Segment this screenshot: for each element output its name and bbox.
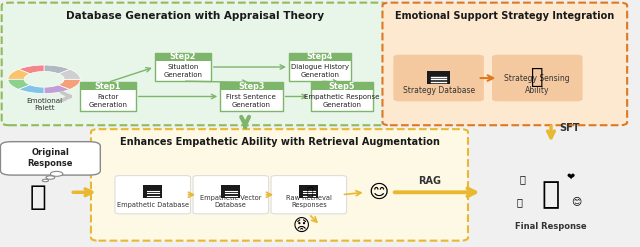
Text: Empathetic Database: Empathetic Database — [116, 202, 189, 208]
Text: Step1: Step1 — [95, 82, 121, 91]
Text: Step5: Step5 — [329, 82, 355, 91]
Text: 😊: 😊 — [368, 183, 388, 202]
FancyBboxPatch shape — [1, 142, 100, 175]
Text: 🔍: 🔍 — [307, 186, 314, 197]
Text: RAG: RAG — [418, 176, 441, 186]
Text: 😊: 😊 — [571, 197, 581, 206]
FancyBboxPatch shape — [271, 176, 347, 214]
Text: 😟: 😟 — [292, 216, 310, 234]
Wedge shape — [8, 79, 30, 89]
FancyBboxPatch shape — [220, 82, 283, 111]
Text: Emotional
Palett: Emotional Palett — [26, 98, 62, 111]
Text: Enhances Empathetic Ability with Retrieval Augmentation: Enhances Empathetic Ability with Retriev… — [120, 138, 440, 147]
Text: 💙: 💙 — [517, 197, 523, 207]
Wedge shape — [8, 69, 30, 79]
Text: Situation
Generation: Situation Generation — [163, 64, 202, 78]
Text: Emotional Support Strategy Integration: Emotional Support Strategy Integration — [395, 11, 614, 21]
FancyBboxPatch shape — [80, 82, 136, 90]
Text: Step2: Step2 — [170, 52, 196, 61]
FancyBboxPatch shape — [289, 53, 351, 81]
FancyBboxPatch shape — [2, 3, 388, 125]
Wedge shape — [58, 69, 81, 79]
Text: Factor
Generation: Factor Generation — [88, 94, 127, 108]
Circle shape — [51, 171, 63, 176]
FancyBboxPatch shape — [220, 82, 283, 90]
Text: Database Generation with Appraisal Theory: Database Generation with Appraisal Theor… — [66, 11, 324, 21]
Text: 🔵: 🔵 — [520, 174, 526, 184]
Wedge shape — [19, 85, 44, 94]
FancyBboxPatch shape — [310, 82, 373, 90]
FancyBboxPatch shape — [492, 55, 582, 102]
FancyBboxPatch shape — [394, 55, 484, 102]
FancyBboxPatch shape — [310, 82, 373, 111]
Text: SFT: SFT — [559, 124, 580, 133]
FancyBboxPatch shape — [143, 185, 162, 198]
FancyBboxPatch shape — [193, 176, 269, 214]
Wedge shape — [19, 65, 44, 74]
FancyBboxPatch shape — [155, 53, 211, 61]
Text: 🤖: 🤖 — [29, 183, 46, 211]
Text: Dialogue History
Generation: Dialogue History Generation — [291, 64, 349, 78]
Text: Step4: Step4 — [307, 52, 333, 61]
Text: Empathetic Response
Generation: Empathetic Response Generation — [304, 94, 380, 108]
Text: 🎓: 🎓 — [531, 67, 543, 87]
Wedge shape — [58, 79, 81, 89]
Text: 💡: 💡 — [542, 180, 560, 209]
FancyBboxPatch shape — [428, 71, 450, 84]
Circle shape — [46, 176, 55, 179]
FancyBboxPatch shape — [80, 82, 136, 111]
FancyBboxPatch shape — [221, 185, 240, 198]
Text: Empathetic Vector
Database: Empathetic Vector Database — [200, 195, 262, 208]
Text: Raw Retrieval
Responses: Raw Retrieval Responses — [286, 195, 332, 208]
FancyBboxPatch shape — [91, 129, 468, 241]
Text: Strategy Database: Strategy Database — [403, 85, 475, 95]
Text: Step3: Step3 — [238, 82, 264, 91]
FancyBboxPatch shape — [383, 3, 627, 125]
Text: Strategy Sensing
Ability: Strategy Sensing Ability — [504, 74, 570, 95]
Wedge shape — [44, 65, 70, 74]
Text: First Sentence
Generation: First Sentence Generation — [227, 94, 276, 108]
FancyBboxPatch shape — [300, 185, 318, 198]
Text: ❤️: ❤️ — [567, 172, 575, 182]
Circle shape — [42, 179, 49, 182]
Wedge shape — [44, 85, 70, 94]
FancyBboxPatch shape — [155, 53, 211, 81]
Text: Original
Response: Original Response — [28, 148, 73, 168]
Text: Final Response: Final Response — [515, 222, 587, 231]
FancyBboxPatch shape — [115, 176, 191, 214]
FancyBboxPatch shape — [289, 53, 351, 61]
